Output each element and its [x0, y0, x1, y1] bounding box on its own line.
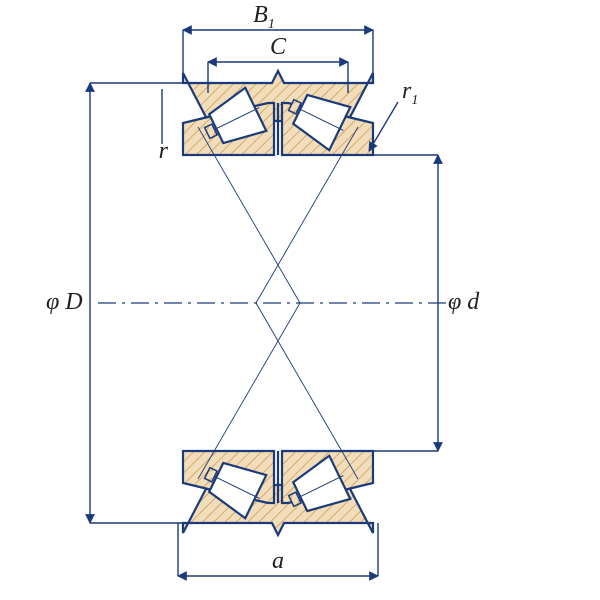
label-phiD: φ D: [46, 289, 83, 315]
label-C: C: [270, 34, 287, 60]
label-a: a: [272, 548, 284, 574]
bearing-diagram: B1Ca φ D φ d r r1: [0, 0, 600, 600]
label-phid: φ d: [448, 289, 480, 315]
label-r1: r1: [402, 78, 418, 108]
label-r: r: [159, 138, 169, 164]
label-B1: B1: [253, 2, 275, 32]
